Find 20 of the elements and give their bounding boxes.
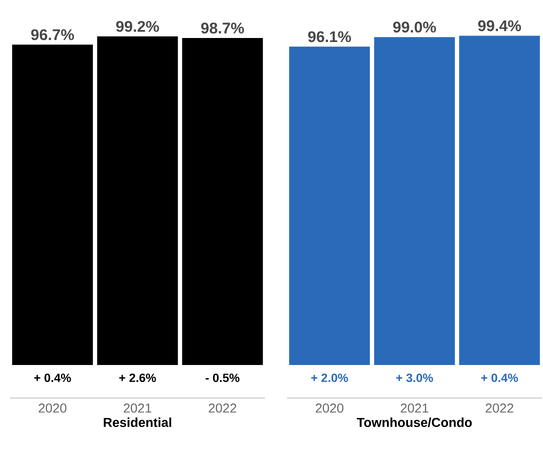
data-label: 99.2% [116,20,159,32]
annotation: + 0.4% [34,374,71,382]
x-tick-label: 2022 [208,404,236,413]
data-label: 96.1% [308,31,351,42]
x-tick-label: 2020 [38,404,66,413]
annotation: + 2.6% [119,374,156,382]
annotation: + 0.4% [481,374,518,382]
x-axis-title: Townhouse/Condo [356,418,472,428]
data-label: 99.0% [393,22,436,33]
x-tick-label: 2021 [400,404,428,413]
annotation: + 2.0% [311,374,348,382]
x-tick-label: 2022 [486,404,514,413]
x-axis-title: Residential [104,418,172,428]
annotation: - 0.5% [206,374,240,382]
x-tick-label: 2021 [124,404,152,413]
data-label: 96.7% [31,29,74,40]
annotation: + 3.0% [396,374,433,382]
x-tick-label: 2020 [316,404,344,413]
data-label: 98.7% [201,22,244,34]
data-label: 99.4% [478,20,521,32]
